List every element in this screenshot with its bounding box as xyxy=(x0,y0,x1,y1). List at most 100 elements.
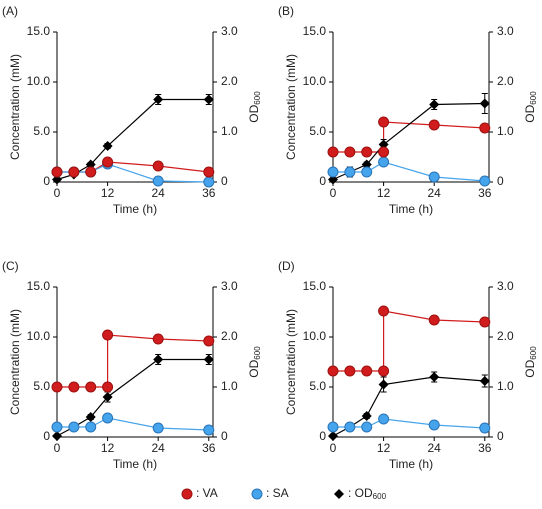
circle-marker xyxy=(378,305,390,317)
y2-tick-label: 0 xyxy=(497,429,504,443)
circle-marker xyxy=(378,146,390,158)
circle-marker xyxy=(203,335,215,347)
circle-marker xyxy=(327,421,339,433)
circle-marker xyxy=(85,421,97,433)
x-tick-label: 36 xyxy=(478,441,492,455)
y2-tick-label: 0 xyxy=(221,429,228,443)
circle-marker xyxy=(152,175,164,187)
y-tick-label: 0 xyxy=(319,429,326,443)
y2-tick-label: 0 xyxy=(221,174,228,188)
circle-marker xyxy=(361,365,373,377)
circle-marker xyxy=(479,316,491,328)
y2-tick-label: 1.0 xyxy=(221,379,238,393)
circle-marker xyxy=(378,116,390,128)
series-line xyxy=(333,310,485,372)
panel-label: (D) xyxy=(278,259,295,273)
y-tick-label: 15.0 xyxy=(27,24,51,38)
y-tick-label: 5.0 xyxy=(309,379,326,393)
circle-marker xyxy=(327,166,339,178)
circle-marker xyxy=(51,381,63,393)
circle-marker xyxy=(361,166,373,178)
circle-marker xyxy=(361,146,373,158)
series-line xyxy=(57,334,209,388)
y2-tick-label: 0 xyxy=(497,174,504,188)
circle-marker xyxy=(344,421,356,433)
diamond-marker xyxy=(102,392,113,402)
y2-tick-label: 3.0 xyxy=(221,279,238,293)
x-axis-title: Time (h) xyxy=(113,457,157,471)
x-tick-label: 12 xyxy=(377,441,391,455)
series-line xyxy=(57,163,209,183)
y-tick-label: 10.0 xyxy=(303,329,327,343)
circle-marker xyxy=(361,421,373,433)
x-tick-label: 0 xyxy=(330,186,337,200)
y2-tick-label: 1.0 xyxy=(221,124,238,138)
diamond-marker xyxy=(334,489,344,499)
diamond-marker xyxy=(153,354,164,365)
y2-tick-label: 2.0 xyxy=(497,329,514,343)
y-axis-title: Concentration (mM) xyxy=(8,309,22,415)
diamond-marker xyxy=(52,431,62,441)
circle-marker xyxy=(251,488,263,500)
circle-marker xyxy=(428,314,440,326)
diamond-marker xyxy=(203,94,214,105)
y2-axis-title: OD600 xyxy=(247,346,262,378)
diamond-marker xyxy=(429,99,440,110)
circle-marker xyxy=(181,488,193,500)
diamond-marker xyxy=(328,431,338,441)
y-tick-label: 5.0 xyxy=(33,379,50,393)
x-tick-label: 24 xyxy=(152,186,166,200)
y2-tick-label: 2.0 xyxy=(497,74,514,88)
x-tick-label: 12 xyxy=(377,186,391,200)
y-axis-title: Concentration (mM) xyxy=(284,54,298,160)
circle-marker xyxy=(102,329,114,341)
circle-marker xyxy=(344,146,356,158)
y-tick-label: 0 xyxy=(43,429,50,443)
legend-label: : VA xyxy=(196,486,218,500)
panel-label: (B) xyxy=(278,4,294,18)
diamond-marker xyxy=(378,379,389,390)
circle-marker xyxy=(203,176,215,188)
circle-marker xyxy=(152,333,164,345)
diamond-marker xyxy=(153,94,164,105)
y-axis-title: Concentration (mM) xyxy=(284,309,298,415)
x-tick-label: 24 xyxy=(152,441,166,455)
diamond-marker xyxy=(378,139,389,150)
circle-marker xyxy=(327,365,339,377)
x-axis-title: Time (h) xyxy=(113,202,157,216)
x-tick-label: 0 xyxy=(54,441,61,455)
diamond-marker xyxy=(479,98,490,109)
circle-marker xyxy=(327,146,339,158)
circle-marker xyxy=(428,171,440,183)
circle-marker xyxy=(203,424,215,436)
series-line xyxy=(56,98,209,181)
circle-marker xyxy=(479,175,491,187)
diamond-marker xyxy=(85,412,96,422)
series-line xyxy=(56,358,209,437)
circle-marker xyxy=(378,156,390,168)
y2-axis-title: OD600 xyxy=(247,91,262,123)
y2-tick-label: 3.0 xyxy=(497,279,514,293)
y-tick-label: 15.0 xyxy=(303,279,327,293)
y-tick-label: 10.0 xyxy=(27,329,51,343)
circle-marker xyxy=(68,381,80,393)
y-tick-label: 5.0 xyxy=(309,124,326,138)
y-tick-label: 5.0 xyxy=(33,124,50,138)
circle-marker xyxy=(102,412,114,424)
series-line xyxy=(333,121,485,153)
x-tick-label: 36 xyxy=(478,186,492,200)
x-tick-label: 0 xyxy=(330,441,337,455)
legend-label: : SA xyxy=(266,486,289,500)
y-tick-label: 0 xyxy=(319,174,326,188)
x-tick-label: 12 xyxy=(101,441,115,455)
x-tick-label: 0 xyxy=(54,186,61,200)
series-line xyxy=(333,161,485,182)
diamond-marker xyxy=(102,141,113,151)
circle-marker xyxy=(378,365,390,377)
circle-marker xyxy=(152,422,164,434)
circle-marker xyxy=(102,156,114,168)
circle-marker xyxy=(344,365,356,377)
y-tick-label: 15.0 xyxy=(303,24,327,38)
circle-marker xyxy=(428,419,440,431)
